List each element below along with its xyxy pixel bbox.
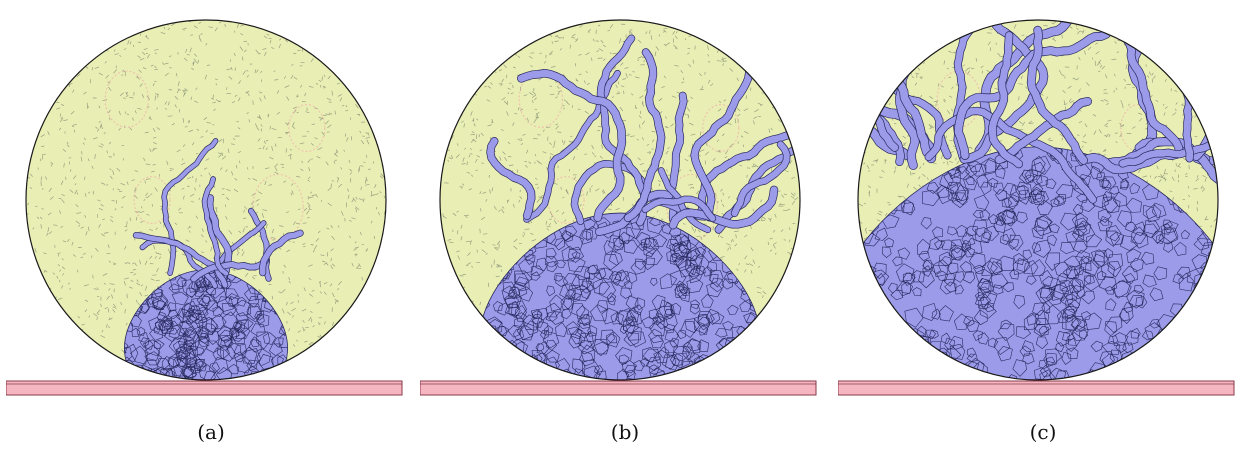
stress-highlight — [288, 103, 326, 152]
mesh-layer — [26, 20, 386, 380]
crack-branch — [954, 30, 1111, 160]
crack-branch — [988, 31, 1023, 168]
crack-branch — [517, 69, 626, 222]
panel-a-graphic — [6, 19, 403, 396]
disk-outline — [25, 19, 387, 381]
panel-b: (b) — [420, 0, 830, 449]
panel-b-graphic — [420, 19, 817, 396]
disk-outline — [439, 19, 801, 381]
caption-b: (b) — [610, 420, 640, 444]
panel-c-graphic — [838, 19, 1235, 396]
crack-branch — [669, 186, 778, 229]
mesh-layer — [440, 20, 800, 380]
crack-branch — [1027, 26, 1088, 164]
crack-branch — [668, 92, 687, 223]
crack-branch — [731, 141, 790, 217]
panel-a: (a) — [6, 0, 416, 449]
loading-platen — [420, 380, 817, 396]
stress-highlight — [133, 176, 171, 225]
stress-highlight — [104, 70, 150, 128]
crack-branch — [487, 137, 535, 220]
stress-highlight — [702, 103, 740, 152]
crack-branch — [1119, 138, 1218, 167]
stress-highlight — [252, 173, 304, 241]
crack-branch — [202, 176, 229, 276]
crack-branch — [858, 85, 905, 166]
crack-branch — [162, 138, 218, 276]
disk-outline — [857, 19, 1219, 381]
loading-platen — [6, 380, 403, 396]
caption-c: (c) — [1029, 420, 1057, 444]
crack-branch — [925, 107, 1097, 203]
crack-branch — [259, 230, 304, 276]
caption-a: (a) — [197, 420, 225, 444]
crack-branch — [191, 257, 269, 282]
crack-branch — [624, 48, 665, 222]
panel-c: (c) — [838, 0, 1235, 449]
crack-branch — [858, 55, 911, 160]
crack-branch — [597, 35, 648, 226]
crack-branch — [642, 196, 716, 222]
loading-platen — [838, 380, 1235, 396]
crack-branch — [691, 52, 757, 221]
crack-branch — [995, 97, 1092, 164]
